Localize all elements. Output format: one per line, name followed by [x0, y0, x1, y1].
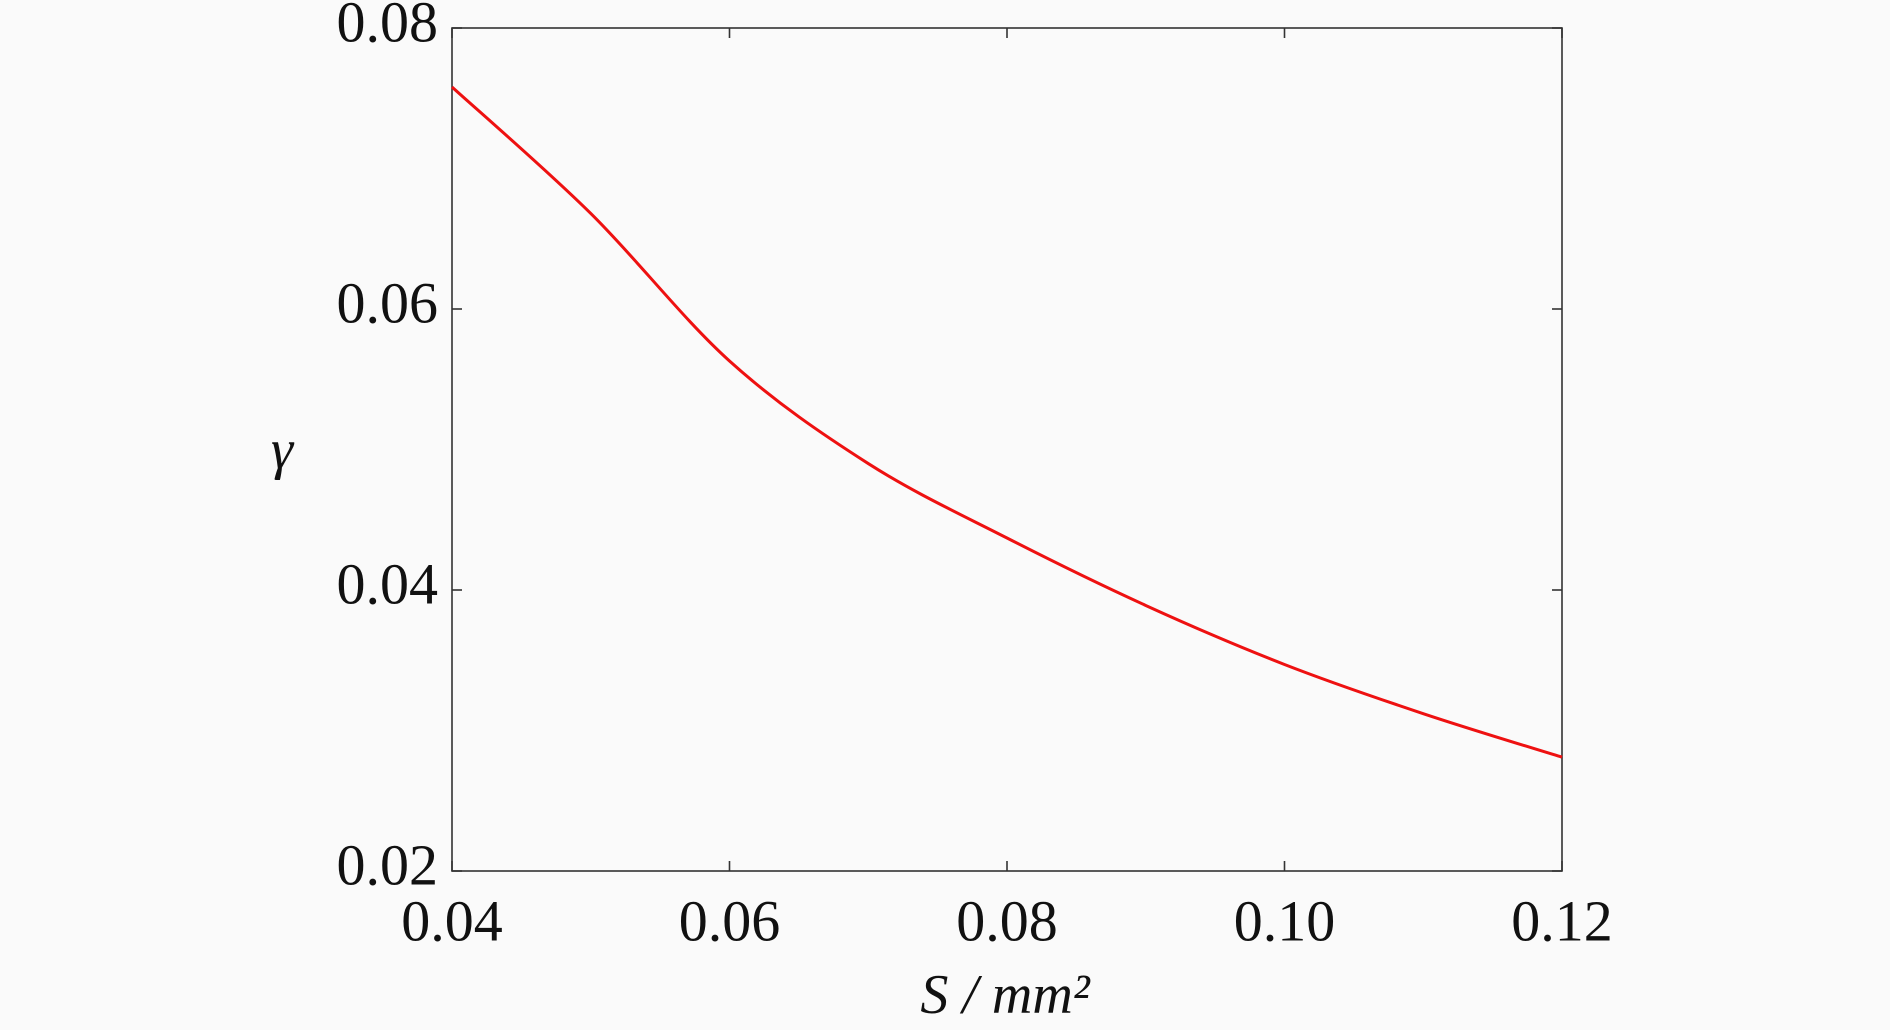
- plot-frame: [451, 27, 1563, 872]
- x-tick-label: 0.06: [679, 888, 781, 953]
- x-tick-label: 0.04: [401, 888, 503, 953]
- y-tick-label: 0.06: [337, 270, 439, 335]
- x-tick-label: 0.08: [956, 888, 1058, 953]
- data-line: [450, 85, 1563, 759]
- x-axis-title: S / mm²: [920, 964, 1090, 1026]
- y-tick-label: 0.08: [337, 0, 439, 54]
- y-tick-label: 0.04: [337, 551, 439, 616]
- x-tick-label: 0.10: [1234, 888, 1336, 953]
- y-axis-title: γ: [271, 419, 295, 481]
- x-tick-label: 0.12: [1511, 888, 1613, 953]
- y-tick-label: 0.02: [337, 832, 439, 897]
